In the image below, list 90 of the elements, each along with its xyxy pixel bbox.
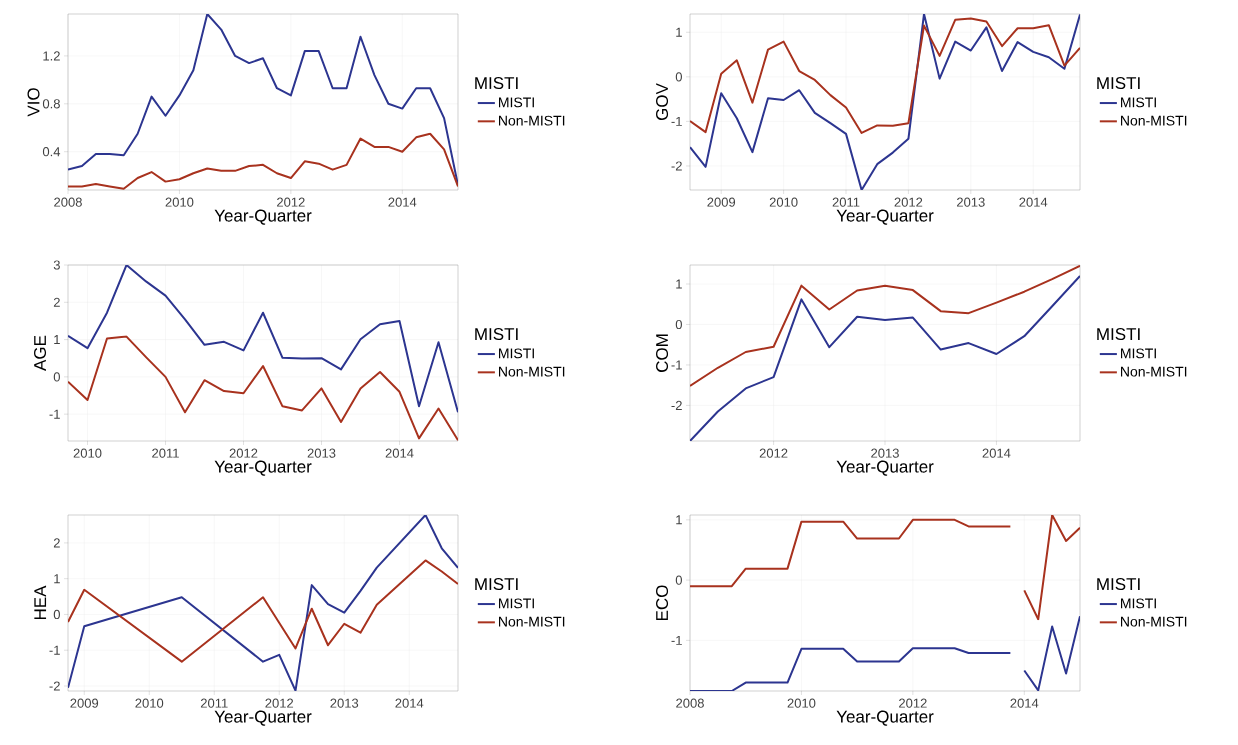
x-axis-title: Year-Quarter — [214, 460, 312, 476]
x-tick-label: 2014 — [1019, 197, 1048, 207]
y-tick-label: 3 — [53, 260, 60, 270]
y-tick-label: 2 — [53, 538, 60, 548]
line-series — [690, 17, 1081, 134]
x-tick-label: 2012 — [899, 698, 927, 708]
legend-title: MISTI — [475, 77, 518, 90]
y-axis-title: AGE — [34, 335, 47, 371]
x-tick-label: 2010 — [769, 197, 798, 207]
line-series — [690, 14, 1081, 191]
x-axis-title: Year-Quarter — [214, 710, 312, 726]
legend-label: MISTI — [1121, 348, 1156, 359]
y-tick-label: 0 — [675, 575, 682, 585]
legend-label: Non-MISTI — [1121, 616, 1187, 627]
y-tick-label: 0 — [53, 372, 60, 382]
legend-title: MISTI — [1097, 328, 1140, 341]
y-tick-label: 0 — [675, 319, 682, 330]
y-tick-label: -1 — [49, 409, 60, 419]
y-tick-label: -1 — [49, 645, 60, 655]
legend-label: MISTI — [1121, 598, 1156, 609]
y-tick-label: 1 — [54, 335, 60, 345]
x-tick-label: 2013 — [307, 448, 336, 458]
y-axis-title: ECO — [656, 585, 669, 621]
legend-label: MISTI — [1121, 97, 1156, 108]
y-axis-title: VIO — [27, 88, 40, 117]
x-tick-label: 2011 — [152, 448, 179, 458]
y-axis-title: COM — [656, 334, 669, 372]
y-axis-title: GOV — [656, 83, 669, 121]
legend-label: Non-MISTI — [1121, 366, 1187, 377]
line-series — [68, 335, 459, 442]
y-tick-label: 0 — [53, 609, 60, 620]
x-tick-label: 2013 — [871, 448, 899, 458]
legend-title: MISTI — [475, 328, 518, 341]
x-tick-label: 2014 — [1010, 698, 1039, 708]
y-tick-label: -1 — [671, 635, 682, 645]
y-tick-label: -2 — [49, 681, 60, 691]
x-tick-label: 2013 — [330, 698, 359, 708]
x-tick-label: 2010 — [135, 698, 164, 708]
x-tick-label: 2009 — [707, 197, 736, 207]
x-axis-title: Year-Quarter — [836, 710, 934, 726]
x-tick-label: 2012 — [894, 197, 923, 207]
y-tick-label: 1.2 — [43, 51, 60, 61]
y-tick-label: 1 — [676, 27, 682, 37]
x-axis-title: Year-Quarter — [836, 460, 934, 476]
y-tick-label: 2 — [53, 297, 60, 307]
y-axis-title: HEA — [34, 585, 47, 620]
x-tick-label: 2012 — [229, 448, 258, 458]
x-tick-label: 2011 — [200, 698, 228, 708]
legend-label: Non-MISTI — [1121, 115, 1187, 126]
x-tick-label: 2008 — [54, 197, 82, 207]
x-tick-label: 2009 — [70, 698, 99, 708]
legend-label: Non-MISTI — [499, 366, 565, 377]
y-tick-label: 1 — [676, 279, 682, 289]
y-tick-label: 0 — [675, 72, 682, 82]
y-tick-label: 1 — [54, 574, 60, 584]
legend-title: MISTI — [1097, 77, 1140, 90]
legend-title: MISTI — [475, 578, 518, 591]
line-series — [690, 265, 1081, 387]
legend-title: MISTI — [1097, 578, 1140, 591]
legend-label: MISTI — [499, 97, 534, 108]
y-tick-label: 0.4 — [42, 147, 61, 157]
x-axis-title: Year-Quarter — [214, 209, 312, 225]
x-tick-label: 2012 — [277, 197, 305, 207]
x-tick-label: 2014 — [395, 698, 424, 708]
legend-label: Non-MISTI — [499, 616, 565, 627]
y-tick-label: -2 — [671, 400, 682, 410]
x-tick-label: 2010 — [73, 448, 102, 458]
y-tick-label: -1 — [671, 360, 682, 370]
x-tick-label: 2010 — [165, 197, 194, 207]
x-tick-label: 2010 — [787, 698, 816, 708]
y-tick-label: 1 — [676, 515, 682, 525]
line-series — [68, 132, 458, 190]
y-tick-label: 0.8 — [42, 99, 60, 109]
line-series — [68, 515, 459, 692]
y-tick-label: -2 — [671, 161, 682, 171]
x-tick-label: 2012 — [759, 448, 788, 458]
x-axis-title: Year-Quarter — [836, 209, 934, 225]
line-series — [68, 559, 459, 663]
x-tick-label: 2012 — [265, 698, 294, 708]
x-tick-label: 2013 — [957, 197, 985, 207]
x-tick-label: 2008 — [676, 698, 704, 708]
y-tick-label: -1 — [671, 116, 682, 126]
x-tick-label: 2014 — [388, 197, 417, 207]
legend-label: MISTI — [499, 598, 534, 609]
x-tick-label: 2011 — [832, 197, 860, 207]
legend-label: Non-MISTI — [499, 115, 565, 126]
line-series — [690, 274, 1081, 442]
x-tick-label: 2014 — [385, 448, 414, 458]
x-tick-label: 2014 — [982, 448, 1011, 458]
legend-label: MISTI — [499, 348, 534, 359]
